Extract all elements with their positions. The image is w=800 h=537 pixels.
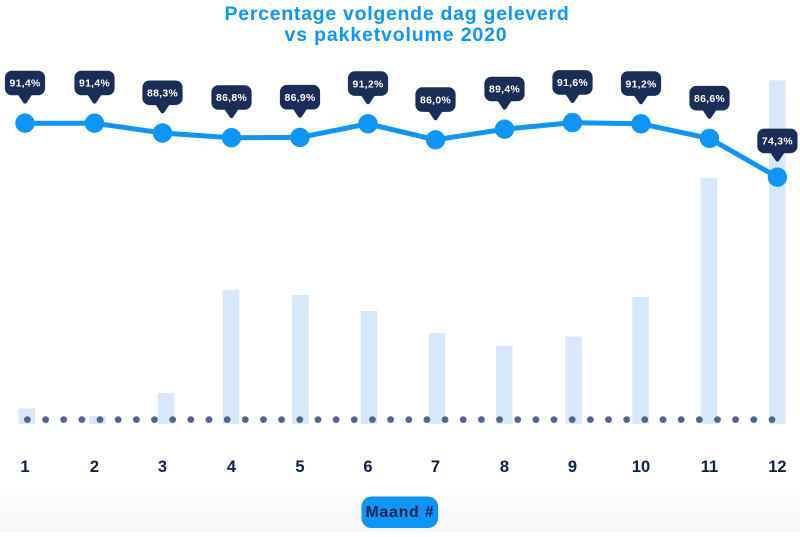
- svg-text:2: 2: [90, 458, 99, 476]
- svg-text:10: 10: [632, 458, 650, 476]
- svg-text:vs pakketvolume 2020: vs pakketvolume 2020: [285, 24, 508, 46]
- svg-text:91,2%: 91,2%: [626, 79, 657, 90]
- svg-text:9: 9: [568, 458, 577, 476]
- svg-text:3: 3: [158, 458, 167, 476]
- svg-text:8: 8: [500, 458, 509, 476]
- svg-text:86,8%: 86,8%: [216, 93, 247, 104]
- svg-text:86,9%: 86,9%: [285, 93, 316, 104]
- svg-text:Percentage volgende dag geleve: Percentage volgende dag geleverd: [225, 3, 570, 25]
- svg-text:1: 1: [20, 458, 29, 476]
- svg-text:6: 6: [363, 458, 372, 476]
- svg-text:Maand #: Maand #: [366, 504, 435, 521]
- svg-text:74,3%: 74,3%: [762, 137, 793, 148]
- svg-text:89,4%: 89,4%: [489, 85, 520, 96]
- svg-text:91,4%: 91,4%: [79, 79, 110, 90]
- svg-text:12: 12: [768, 458, 786, 476]
- svg-text:11: 11: [701, 458, 718, 476]
- svg-text:5: 5: [295, 458, 304, 476]
- svg-text:91,4%: 91,4%: [10, 79, 41, 90]
- svg-text:7: 7: [431, 458, 440, 476]
- svg-text:91,2%: 91,2%: [353, 79, 384, 90]
- svg-text:4: 4: [227, 458, 237, 476]
- svg-text:86,6%: 86,6%: [694, 94, 725, 105]
- svg-text:86,0%: 86,0%: [420, 95, 451, 106]
- svg-text:91,6%: 91,6%: [557, 78, 588, 89]
- svg-text:88,3%: 88,3%: [147, 89, 178, 100]
